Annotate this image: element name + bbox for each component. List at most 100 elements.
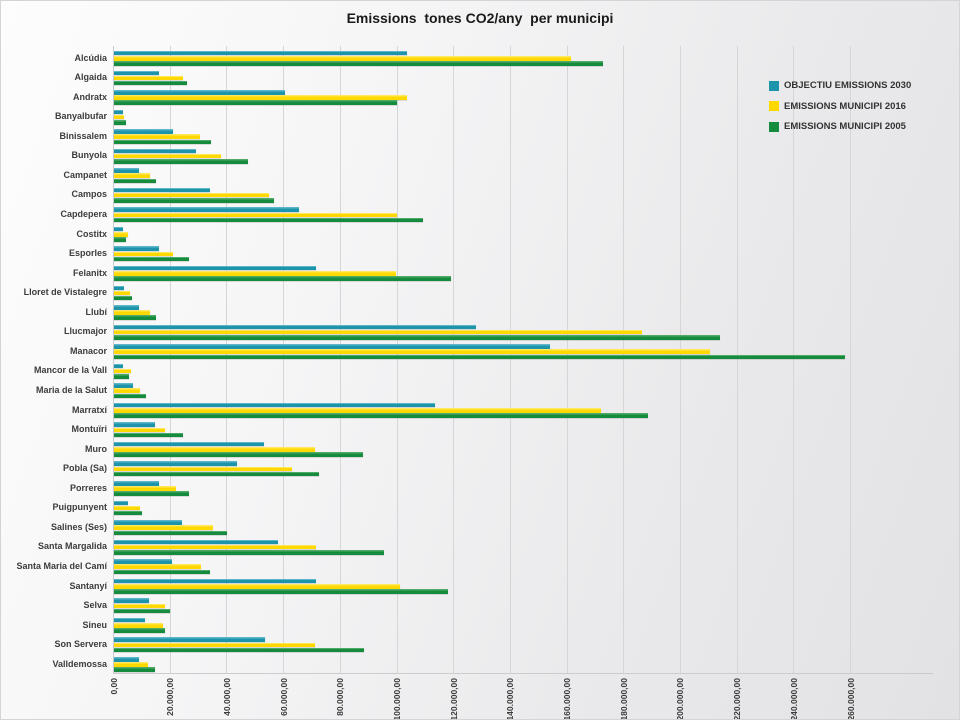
bar-municipi-2016 <box>113 75 183 81</box>
bar-municipi-2005 <box>113 256 189 262</box>
category-label: Campos <box>71 189 107 200</box>
legend-swatch-icon <box>769 121 779 132</box>
x-axis-tick-label: 60.000,00 <box>278 678 289 716</box>
bar-municipi-2005 <box>113 510 142 516</box>
bar-objectiu-2030 <box>113 539 278 545</box>
bar-municipi-2016 <box>113 662 149 667</box>
x-axis-tick-label: 20.000,00 <box>165 678 176 716</box>
bar-objectiu-2030 <box>113 70 159 75</box>
bar-municipi-2016 <box>113 134 200 139</box>
bar-municipi-2016 <box>113 642 315 648</box>
bar-municipi-2016 <box>113 447 315 452</box>
category-label: Santanyí <box>69 580 107 591</box>
category-label: Lloret de Vistalegre <box>23 287 107 298</box>
legend-item-objectiu-2030: OBJECTIU EMISSIONS 2030 <box>769 80 911 91</box>
category-label: Algaida <box>74 72 107 83</box>
legend: OBJECTIU EMISSIONS 2030 EMISSIONS MUNICIP… <box>769 80 911 142</box>
bar-municipi-2005 <box>113 569 210 575</box>
x-axis-line <box>113 673 933 674</box>
category-label: Maria de la Salut <box>35 385 107 395</box>
category-label: Pobla (Sa) <box>62 463 107 474</box>
gridline <box>850 46 851 673</box>
bar-municipi-2005 <box>113 295 132 301</box>
bar-municipi-2005 <box>113 608 171 614</box>
bar-municipi-2005 <box>113 628 165 633</box>
bar-objectiu-2030 <box>113 285 124 290</box>
x-axis-tick-label: 80.000,00 <box>335 678 346 716</box>
bar-municipi-2005 <box>113 178 156 184</box>
bar-municipi-2005 <box>113 530 227 535</box>
bar-objectiu-2030 <box>113 344 550 349</box>
x-axis-tick-label: 260.000,00 <box>845 678 856 720</box>
bar-objectiu-2030 <box>113 637 266 642</box>
category-label: Andratx <box>72 91 107 102</box>
bar-municipi-2016 <box>113 329 643 335</box>
bar-municipi-2016 <box>113 564 202 569</box>
gridline <box>793 46 795 673</box>
bar-objectiu-2030 <box>113 246 159 251</box>
category-label: Esporles <box>68 248 107 259</box>
category-label: Mancor de la Vall <box>33 365 107 376</box>
category-label: Marratxí <box>71 404 107 415</box>
bar-municipi-2016 <box>113 192 270 198</box>
category-label: Banyalbufar <box>54 111 107 122</box>
category-label: Binissalem <box>59 130 107 141</box>
gridline <box>453 46 455 673</box>
bar-municipi-2016 <box>113 408 602 413</box>
category-label: Manacor <box>69 345 107 356</box>
category-label: Son Servera <box>54 639 107 650</box>
legend-swatch-icon <box>769 101 779 111</box>
category-label: Montuïri <box>71 424 108 435</box>
bar-municipi-2005 <box>113 139 212 144</box>
bar-municipi-2016 <box>113 427 165 432</box>
category-label: Santa Maria del Camí <box>16 560 107 571</box>
gridline <box>226 46 228 673</box>
x-axis-tick-label: 200.000,00 <box>675 678 686 720</box>
y-axis-line <box>113 46 114 673</box>
bar-municipi-2005 <box>113 100 397 105</box>
chart-title: Emissions tones CO2/any per municipi <box>346 10 614 26</box>
bar-municipi-2016 <box>113 95 407 100</box>
bar-objectiu-2030 <box>113 363 124 369</box>
gridline <box>339 46 341 673</box>
bar-municipi-2005 <box>113 354 845 359</box>
legend-label: OBJECTIU EMISSIONS 2030 <box>784 80 912 91</box>
bar-objectiu-2030 <box>113 461 237 466</box>
bar-municipi-2005 <box>113 471 319 477</box>
bar-municipi-2016 <box>113 584 400 589</box>
bar-municipi-2016 <box>113 544 317 550</box>
gridline <box>169 46 171 673</box>
bar-municipi-2005 <box>113 413 648 418</box>
bar-municipi-2005 <box>113 80 188 86</box>
bar-municipi-2005 <box>113 198 274 203</box>
category-label: Bunyola <box>71 150 107 161</box>
bar-municipi-2005 <box>113 667 156 672</box>
bar-municipi-2016 <box>113 232 128 237</box>
bar-objectiu-2030 <box>113 422 155 427</box>
bar-objectiu-2030 <box>113 578 317 584</box>
bar-municipi-2005 <box>113 276 451 281</box>
bar-municipi-2005 <box>113 335 721 340</box>
bar-municipi-2016 <box>113 368 131 374</box>
bar-objectiu-2030 <box>113 657 139 662</box>
bar-municipi-2005 <box>113 647 365 653</box>
category-label: Costitx <box>76 228 107 239</box>
bar-objectiu-2030 <box>113 500 128 506</box>
legend-item-municipi-2005: EMISSIONS MUNICIPI 2005 <box>769 121 911 132</box>
bar-municipi-2005 <box>113 159 249 164</box>
bar-objectiu-2030 <box>113 265 317 271</box>
bar-municipi-2005 <box>113 452 363 457</box>
x-axis-tick-label: 240.000,00 <box>788 678 799 720</box>
bar-objectiu-2030 <box>113 520 182 525</box>
category-label: Muro <box>85 443 107 454</box>
legend-label: EMISSIONS MUNICIPI 2016 <box>784 100 906 112</box>
bar-municipi-2016 <box>113 623 164 628</box>
bar-municipi-2016 <box>113 114 124 120</box>
category-label: Salines (Ses) <box>50 521 107 532</box>
x-axis-tick-label: 100.000,00 <box>392 678 402 720</box>
bar-municipi-2005 <box>113 61 603 66</box>
bar-objectiu-2030 <box>113 305 139 310</box>
x-axis-tick-label: 120.000,00 <box>448 678 459 720</box>
x-axis-tick-label: 160.000,00 <box>562 678 572 720</box>
